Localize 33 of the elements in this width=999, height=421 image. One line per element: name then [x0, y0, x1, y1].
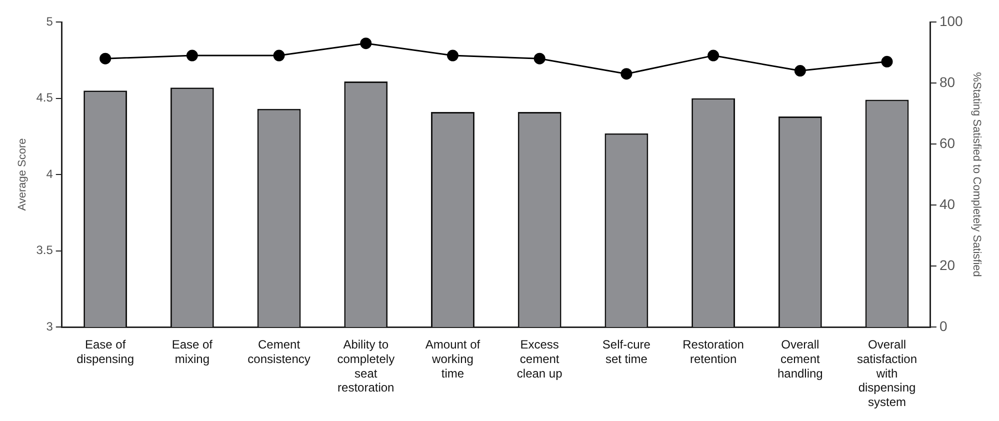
x-tick-label: Cement consistency: [248, 338, 310, 366]
point: [534, 52, 546, 64]
point: [446, 50, 458, 62]
y2-tick-label: 40: [939, 196, 956, 212]
y2-tick-label: 0: [939, 318, 948, 334]
y-tick-label: 4.5: [36, 90, 54, 105]
x-tick-label: Restoration retention: [682, 338, 744, 366]
point: [708, 50, 720, 62]
point: [620, 68, 632, 80]
y2-tick-label: 60: [939, 134, 956, 151]
x-tick-label: Overall satisfaction with dispensing system: [857, 338, 918, 410]
point: [100, 52, 112, 64]
y2-tick-label: 100: [939, 12, 964, 29]
point: [273, 50, 285, 62]
x-tick-label: Overall cement handling: [777, 338, 823, 380]
x-tick-label: Amount of working time: [425, 338, 481, 380]
y-tick-label: 3: [46, 319, 54, 334]
x-tick-label: Ability to completely seat restoration: [337, 338, 395, 395]
y2-tick-label: 80: [939, 74, 956, 90]
y2-tick-label: 20: [939, 256, 956, 273]
y-tick-label: 5: [46, 14, 54, 28]
point: [186, 50, 198, 62]
y-tick-label: 3.5: [36, 243, 54, 258]
y2-axis-title: %Stating Satisfied to Completely Satisfied: [970, 72, 982, 277]
point: [360, 38, 372, 50]
point: [794, 65, 806, 77]
point: [881, 56, 893, 68]
y-tick-label: 4: [46, 166, 54, 181]
x-tick-label: Self-cure set time: [602, 338, 651, 366]
x-tick-label: Ease of mixing: [172, 338, 214, 366]
x-tick-label: Excess cement clean up: [516, 338, 563, 380]
y-axis-title: Average Score: [16, 138, 29, 211]
x-tick-label: Ease of dispensing: [76, 338, 134, 366]
